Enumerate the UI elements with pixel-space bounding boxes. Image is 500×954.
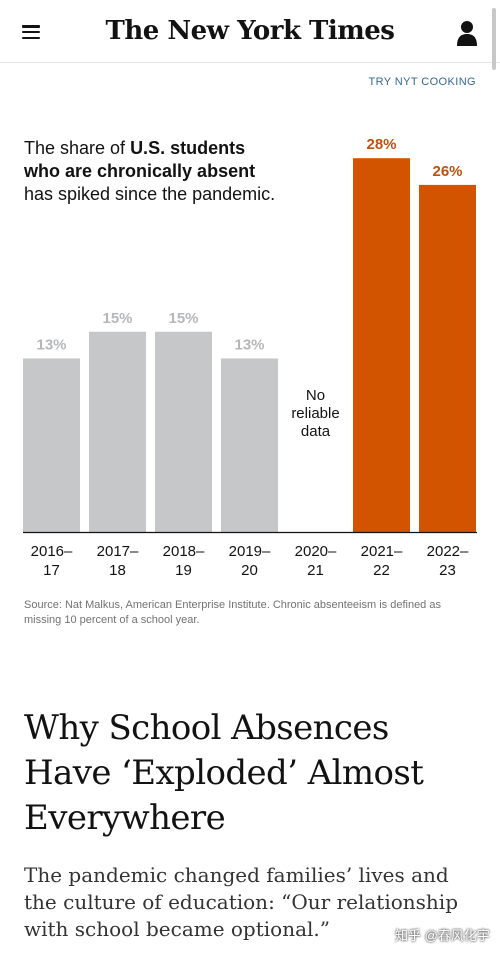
bar-1 [89, 331, 146, 532]
bar-6 [419, 184, 476, 532]
x-tick-label-0-1: 17 [43, 562, 60, 579]
bar-value-label-1: 15% [102, 310, 132, 327]
bar-0 [23, 358, 80, 532]
bar-5 [353, 158, 410, 532]
scrollbar[interactable] [492, 8, 496, 70]
top-bar: The New York Times [0, 0, 500, 70]
x-tick-label-5-1: 22 [373, 562, 390, 579]
chart-title: The share of U.S. students who are chron… [24, 137, 284, 206]
x-tick-label-3-0: 2019– [229, 543, 271, 560]
x-tick-label-1-1: 18 [109, 562, 126, 579]
article-summary: The pandemic changed families’ lives and… [24, 863, 458, 941]
bar-value-label-0: 13% [36, 336, 66, 353]
x-tick-label-2-0: 2018– [163, 543, 205, 560]
x-tick-label-4-1: 21 [307, 562, 324, 579]
x-tick-label-2-1: 19 [175, 562, 192, 579]
x-tick-label-1-0: 2017– [97, 543, 139, 560]
bar-2 [155, 331, 212, 532]
missing-data-note-line-1: reliable [291, 405, 339, 422]
bar-value-label-6: 26% [432, 163, 462, 180]
account-icon[interactable] [456, 20, 478, 46]
chart-title-lead: The share of [24, 138, 131, 158]
x-tick-label-3-1: 20 [241, 562, 258, 579]
bar-value-label-5: 28% [366, 136, 396, 153]
watermark: 知乎 @春风化宇 [395, 928, 490, 943]
menu-icon[interactable] [22, 25, 40, 39]
article-headline[interactable]: Why School Absences Have ‘Exploded’ Almo… [24, 708, 424, 838]
x-tick-label-4-0: 2020– [295, 543, 337, 560]
bar-3 [221, 358, 278, 532]
bar-value-label-3: 13% [234, 336, 264, 353]
source-note: Source: Nat Malkus, American Enterprise … [24, 599, 441, 626]
chart-title-emphasis: U.S. students who are chronically absent [24, 138, 256, 181]
x-tick-label-6-1: 23 [439, 562, 456, 579]
x-tick-label-6-0: 2022– [427, 543, 469, 560]
chart-title-tail: has spiked since the pandemic. [24, 184, 276, 204]
nyt-logo[interactable]: The New York Times [105, 16, 395, 46]
x-tick-label-0-0: 2016– [31, 543, 73, 560]
absence-bar-chart: 13% 2016– 17 15% 2017– 18 15% 2018– 19 13% 2019– 20… [23, 136, 477, 579]
try-nyt-cooking-link[interactable]: TRY NYT COOKING [368, 76, 476, 88]
missing-data-note-line-2: data [301, 423, 331, 440]
missing-data-note-line-0: No [306, 387, 325, 404]
bar-value-label-2: 15% [168, 310, 198, 327]
x-tick-label-5-0: 2021– [361, 543, 403, 560]
